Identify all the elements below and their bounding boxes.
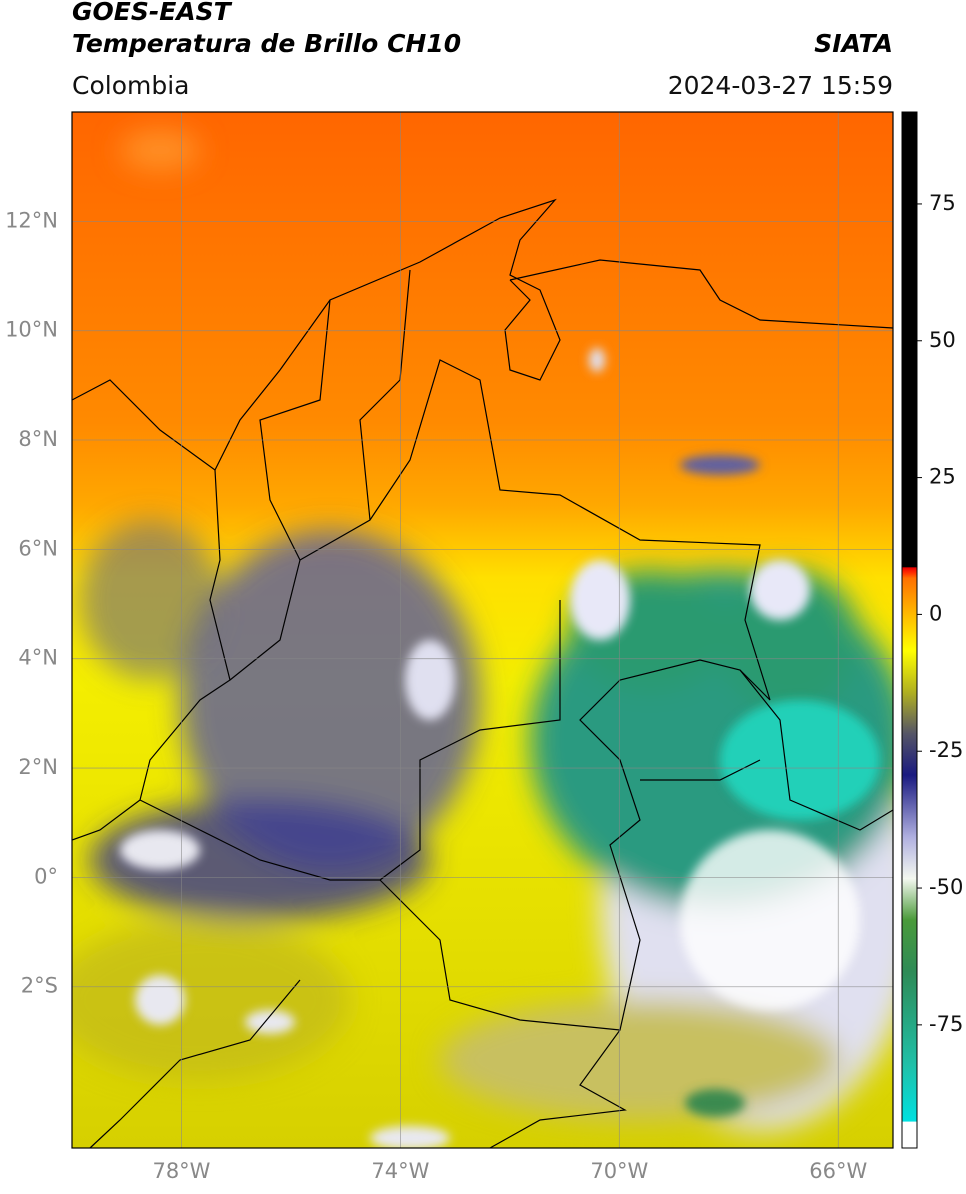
colorbar-tick-label: -25 [929,738,963,762]
lon-tick-label: 70°W [590,1159,648,1183]
map-frame [71,111,894,1149]
lat-tick-label: 6°N [18,536,58,560]
lat-tick-label: 4°N [18,646,58,670]
colorbar-tick-label: 50 [929,328,956,352]
lat-tick-label: 0° [34,864,58,888]
colorbar-tick-label: -75 [929,1012,963,1036]
region: Colombia [72,71,189,100]
datetime: 2024-03-27 15:59 [668,71,893,100]
lon-tick-label: 78°W [152,1159,210,1183]
lat-tick-label: 2°S [21,974,58,998]
subtitle: Temperatura de Brillo CH10 [72,29,461,58]
satellite-image [72,112,893,1148]
lat-tick-label: 8°N [18,427,58,451]
title: GOES-EAST [72,0,233,26]
lon-tick-label: 74°W [371,1159,429,1183]
colorbar-tick-label: 0 [929,601,942,625]
colorbar-tick-label: 25 [929,465,956,489]
lat-tick-label: 12°N [5,208,58,232]
colorbar-tick-label: 75 [929,191,956,215]
graticule [72,112,893,1148]
lon-tick-label: 66°W [809,1159,867,1183]
colorbar-tick-label: -50 [929,875,963,899]
source: SIATA [814,29,893,58]
colorbar [901,111,918,1149]
lat-tick-label: 2°N [18,755,58,779]
lat-tick-label: 10°N [5,318,58,342]
